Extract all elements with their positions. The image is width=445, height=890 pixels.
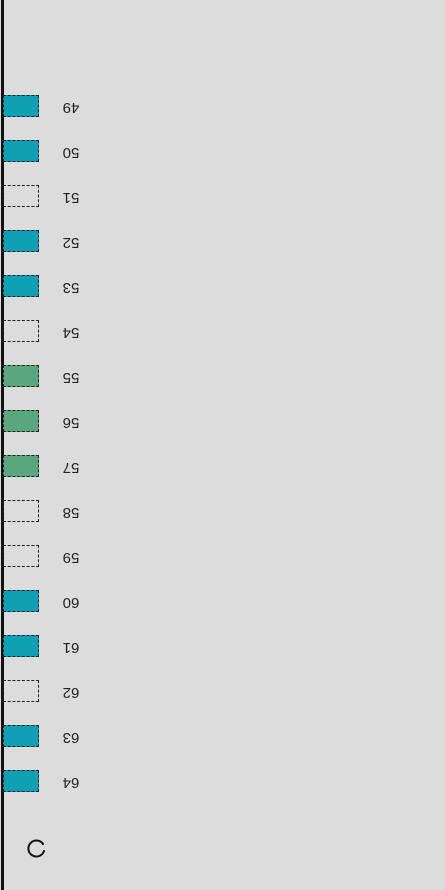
seat-label: 51 [62,189,80,206]
seat-row[interactable]: 54 [3,320,103,344]
seat-box[interactable] [3,95,39,117]
seat-label: 62 [62,684,80,701]
seat-label: 55 [62,369,80,386]
seat-box[interactable] [3,770,39,792]
seat-box[interactable] [3,410,39,432]
seat-box[interactable] [3,590,39,612]
seat-box[interactable] [3,230,39,252]
seat-row[interactable]: 58 [3,500,103,524]
seat-label: 53 [62,279,80,296]
seat-row[interactable]: 53 [3,275,103,299]
seat-label: 60 [62,594,80,611]
seat-box[interactable] [3,455,39,477]
seat-label: 63 [62,729,80,746]
seat-label: 49 [62,99,80,116]
refresh-icon[interactable] [26,836,48,858]
seat-row[interactable]: 60 [3,590,103,614]
seat-row[interactable]: 59 [3,545,103,569]
seat-box[interactable] [3,680,39,702]
seat-box[interactable] [3,140,39,162]
seat-box[interactable] [3,725,39,747]
seat-label: 52 [62,234,80,251]
seat-label: 59 [62,549,80,566]
seat-label: 61 [62,639,80,656]
seat-row[interactable]: 50 [3,140,103,164]
seat-row[interactable]: 52 [3,230,103,254]
seat-label: 64 [62,774,80,791]
left-edge-line [1,0,4,890]
seat-label: 56 [62,414,80,431]
seat-row[interactable]: 51 [3,185,103,209]
seat-row[interactable]: 57 [3,455,103,479]
seat-row[interactable]: 55 [3,365,103,389]
seat-label: 54 [62,324,80,341]
seat-label: 58 [62,504,80,521]
seat-row[interactable]: 61 [3,635,103,659]
seat-label: 57 [62,459,80,476]
seat-box[interactable] [3,320,39,342]
seat-box[interactable] [3,500,39,522]
seat-row[interactable]: 56 [3,410,103,434]
seat-row[interactable]: 63 [3,725,103,749]
seat-box[interactable] [3,275,39,297]
seat-row[interactable]: 62 [3,680,103,704]
seat-row[interactable]: 49 [3,95,103,119]
seat-box[interactable] [3,545,39,567]
seat-box[interactable] [3,185,39,207]
seat-box[interactable] [3,365,39,387]
seat-row[interactable]: 64 [3,770,103,794]
seat-box[interactable] [3,635,39,657]
seat-label: 50 [62,144,80,161]
